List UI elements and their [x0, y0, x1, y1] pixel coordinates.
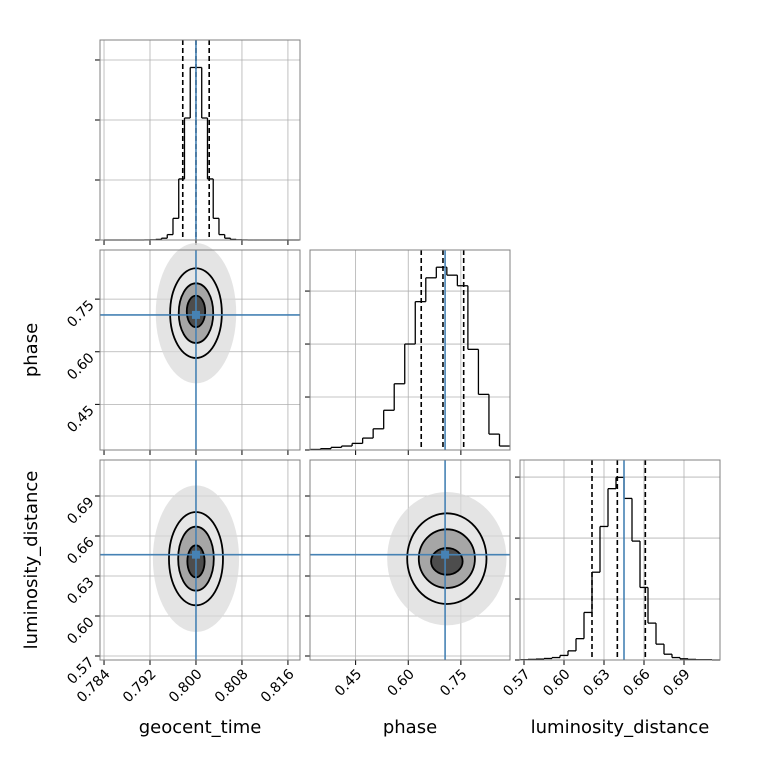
x-tick-label: 0.60 — [540, 666, 573, 699]
y-axis-label: phase — [21, 323, 42, 377]
x-axis-label: phase — [383, 717, 437, 738]
panel-frame — [309, 249, 511, 451]
y-tick-label: 0.60 — [64, 350, 97, 383]
y-tick-label: 0.60 — [64, 614, 97, 647]
panel-frame — [99, 39, 301, 241]
x-tick-label: 0.66 — [620, 666, 653, 699]
panel-frame — [519, 459, 721, 661]
y-axis-label: luminosity_distance — [21, 471, 42, 650]
y-tick-label: 0.69 — [64, 494, 97, 527]
x-tick-label: 0.800 — [166, 666, 206, 706]
x-tick-label: 0.816 — [258, 666, 298, 706]
x-tick-label: 0.63 — [580, 666, 613, 699]
y-tick-label: 0.66 — [64, 534, 97, 567]
x-tick-label: 0.60 — [385, 666, 418, 699]
panel-frame — [99, 249, 301, 451]
x-tick-label: 0.792 — [120, 666, 160, 706]
x-tick-label: 0.75 — [437, 666, 470, 699]
x-axis-label: geocent_time — [139, 717, 262, 738]
panel-frame — [99, 459, 301, 661]
x-tick-label: 0.45 — [332, 666, 365, 699]
panel-frame — [309, 459, 511, 661]
truth-marker — [191, 550, 200, 559]
x-axis-label: luminosity_distance — [531, 717, 710, 738]
y-tick-label: 0.75 — [64, 297, 97, 330]
x-tick-label: 0.808 — [212, 666, 252, 706]
truth-marker — [441, 550, 450, 559]
truth-marker — [191, 310, 200, 319]
y-tick-label: 0.63 — [64, 574, 97, 607]
x-tick-label: 0.57 — [500, 666, 533, 699]
y-tick-label: 0.45 — [64, 403, 97, 436]
x-tick-label: 0.69 — [660, 666, 693, 699]
